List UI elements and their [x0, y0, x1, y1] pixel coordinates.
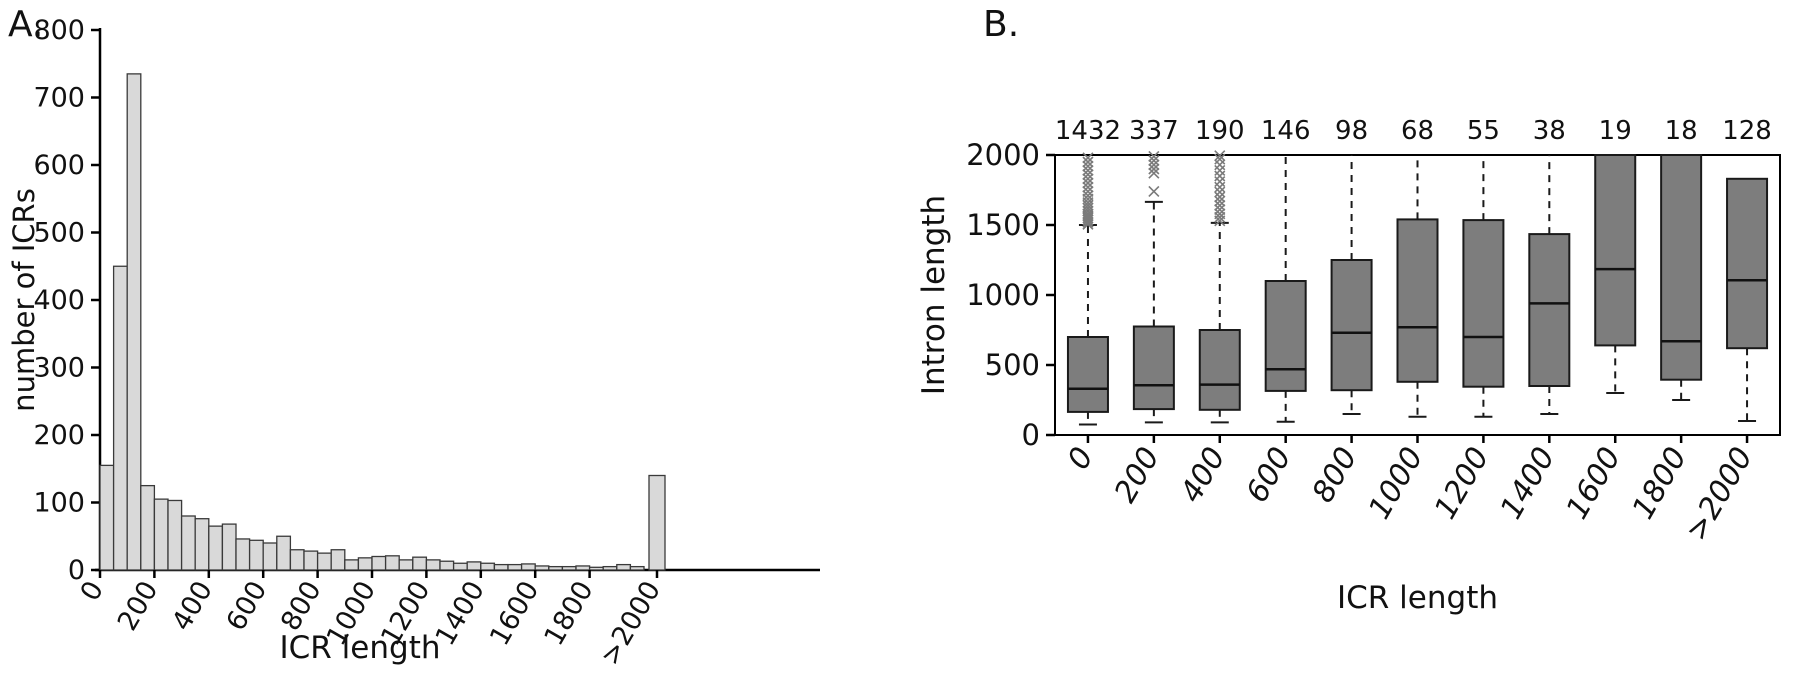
- svg-text:Intron length: Intron length: [916, 195, 952, 395]
- svg-text:400: 400: [33, 285, 85, 316]
- svg-text:200: 200: [1108, 442, 1167, 509]
- svg-text:600: 600: [221, 576, 274, 636]
- svg-text:400: 400: [1174, 442, 1233, 509]
- svg-text:500: 500: [33, 218, 85, 249]
- svg-text:68: 68: [1401, 116, 1434, 146]
- svg-text:1400: 1400: [1494, 442, 1562, 526]
- svg-text:337: 337: [1129, 116, 1179, 146]
- svg-text:190: 190: [1195, 116, 1245, 146]
- svg-text:1200: 1200: [1428, 442, 1496, 526]
- svg-text:0: 0: [1061, 442, 1101, 476]
- svg-text:0: 0: [68, 555, 85, 586]
- svg-text:400: 400: [166, 576, 219, 636]
- svg-text:800: 800: [1306, 442, 1365, 509]
- svg-text:1800: 1800: [538, 576, 599, 651]
- svg-text:38: 38: [1533, 116, 1566, 146]
- svg-text:ICR length: ICR length: [280, 630, 441, 666]
- svg-text:number of ICRs: number of ICRs: [7, 188, 41, 412]
- svg-text:600: 600: [33, 150, 85, 181]
- svg-text:0: 0: [1022, 418, 1040, 452]
- svg-text:18: 18: [1665, 116, 1698, 146]
- svg-text:128: 128: [1722, 116, 1772, 146]
- svg-text:19: 19: [1599, 116, 1632, 146]
- svg-text:1600: 1600: [484, 576, 545, 651]
- panel-a-label: A.: [8, 4, 44, 45]
- svg-text:1600: 1600: [1560, 442, 1628, 526]
- svg-text:800: 800: [275, 576, 328, 636]
- svg-text:1500: 1500: [966, 208, 1040, 242]
- svg-text:1000: 1000: [1362, 442, 1430, 526]
- svg-text:0: 0: [75, 576, 110, 606]
- svg-text:600: 600: [1240, 442, 1299, 509]
- svg-text:55: 55: [1467, 116, 1500, 146]
- svg-text:200: 200: [112, 576, 165, 636]
- svg-text:200: 200: [33, 420, 85, 451]
- svg-text:146: 146: [1261, 116, 1311, 146]
- panel-b-label: B.: [983, 4, 1020, 45]
- svg-text:2000: 2000: [966, 138, 1040, 172]
- svg-text:300: 300: [33, 353, 85, 384]
- svg-text:1432: 1432: [1055, 116, 1121, 146]
- svg-text:700: 700: [33, 83, 85, 114]
- svg-text:98: 98: [1335, 116, 1368, 146]
- svg-text:100: 100: [33, 488, 85, 519]
- boxplot-panel-b: 0 500 1000 1500 2000 Intron length 1432 0 337 200…: [916, 116, 1781, 616]
- svg-text:1800: 1800: [1626, 442, 1694, 526]
- histogram-panel-a: 0 100 200 300 400 500 600 700 800 number of ICRs 0…: [7, 15, 820, 671]
- svg-text:ICR length: ICR length: [1337, 580, 1498, 616]
- svg-text:>2000: >2000: [595, 576, 668, 671]
- svg-text:1000: 1000: [966, 278, 1040, 312]
- svg-text:800: 800: [33, 15, 85, 46]
- svg-text:500: 500: [985, 348, 1040, 382]
